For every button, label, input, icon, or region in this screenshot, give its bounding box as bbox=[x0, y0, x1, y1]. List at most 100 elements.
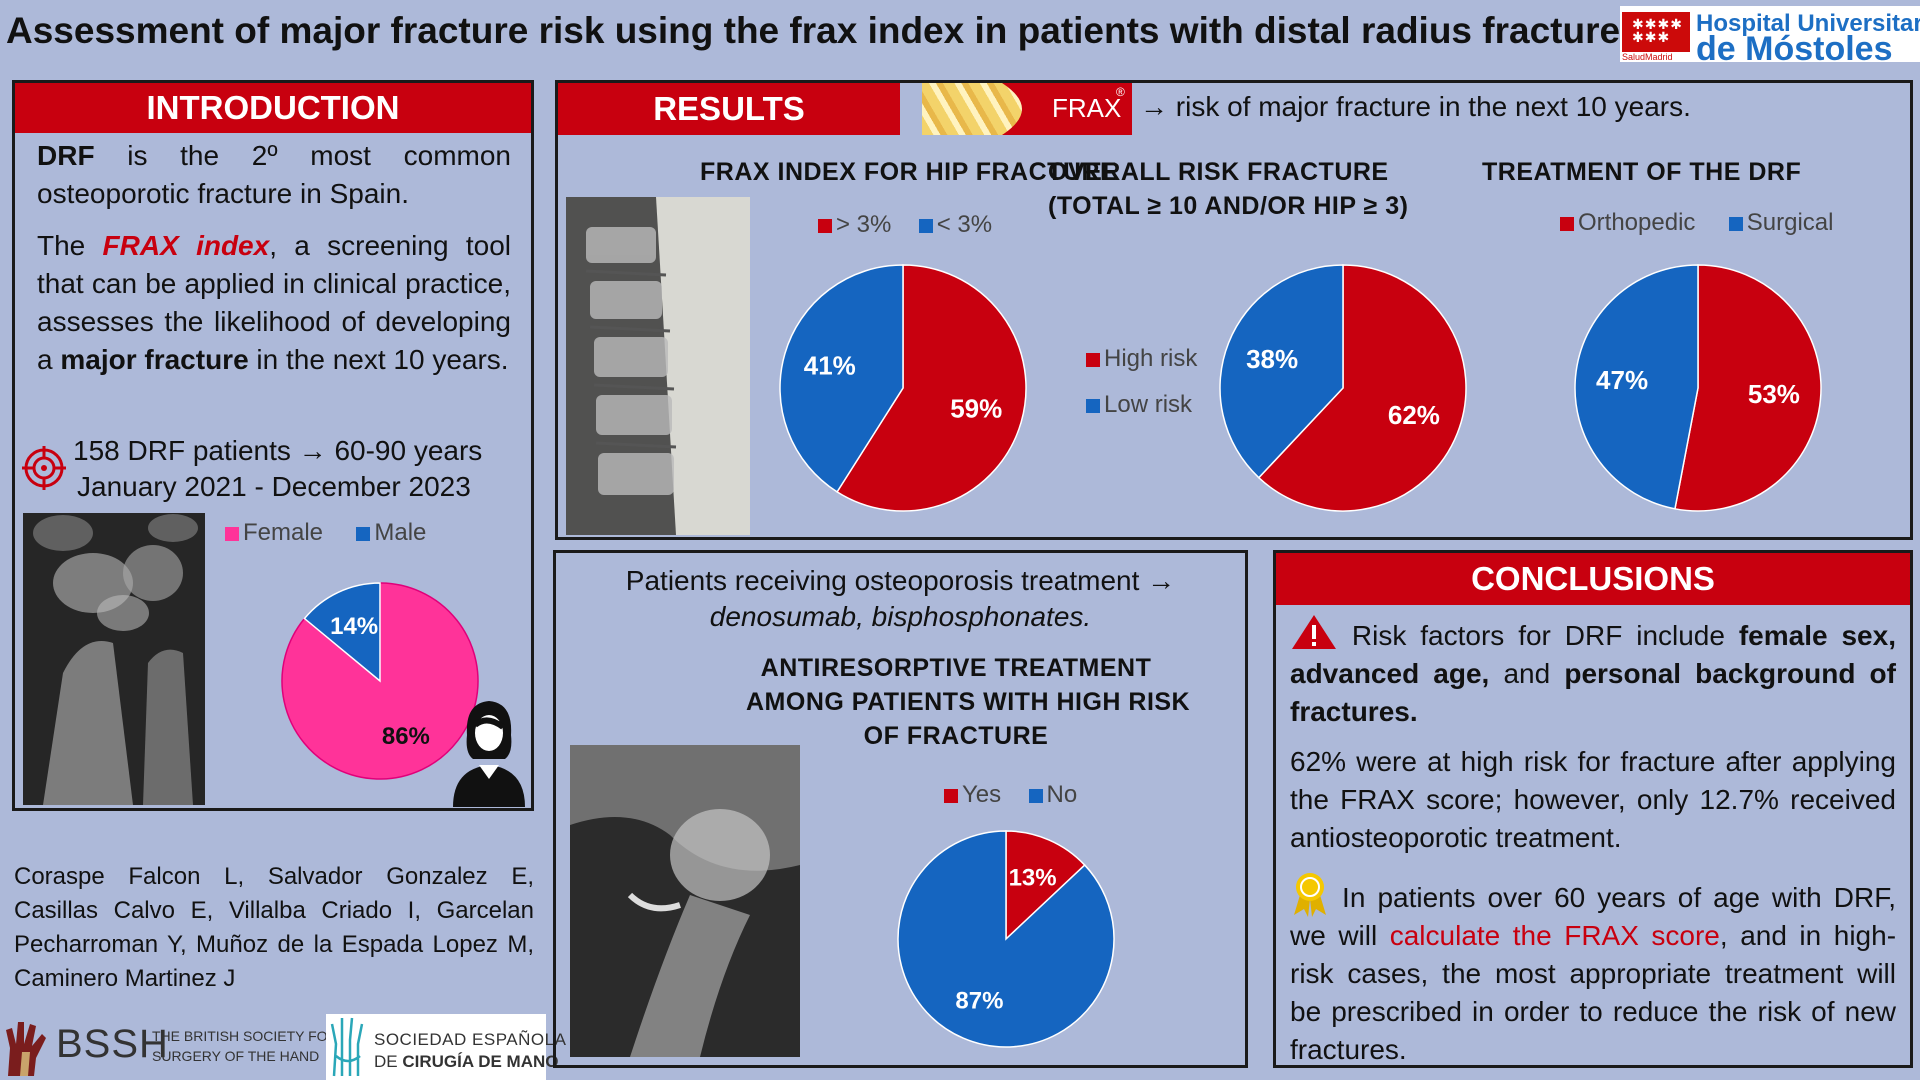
secm-line2-b: CIRUGÍA DE MANO bbox=[402, 1052, 559, 1071]
secm-hand-icon bbox=[330, 1017, 364, 1077]
hip-chart-title: FRAX INDEX FOR HIP FRACTURE bbox=[700, 158, 1118, 186]
legend-female: Female bbox=[243, 519, 324, 546]
pie-label-male: 14% bbox=[330, 613, 378, 640]
frax-logo: FRAX ® bbox=[922, 83, 1132, 135]
frax-logo-reg: ® bbox=[1116, 85, 1125, 99]
intro-paragraph-2: The FRAX index, a screening tool that ca… bbox=[37, 227, 511, 379]
bssh-line2: SURGERY OF THE HAND bbox=[152, 1048, 320, 1064]
overall-pie-chart: 62% 38% bbox=[1219, 264, 1467, 512]
results-heading: RESULTS bbox=[558, 83, 900, 135]
hospital-name-line1: Hospital Universitario bbox=[1696, 10, 1920, 37]
hospital-sub-label: SaludMadrid bbox=[1622, 52, 1673, 62]
pie-slice-no bbox=[897, 830, 1115, 1048]
conclusion-1-b: female sex, advanced age, bbox=[1290, 620, 1896, 689]
legend-no: No bbox=[1046, 781, 1078, 808]
frax-logo-bone-texture bbox=[922, 83, 1022, 135]
introduction-heading: INTRODUCTION bbox=[15, 83, 531, 133]
conclusion-2: 62% were at high risk for fracture after… bbox=[1290, 746, 1896, 853]
authors-list: Coraspe Falcon L, Salvador Gonzalez E, C… bbox=[14, 863, 534, 992]
target-icon bbox=[22, 446, 66, 490]
intro-p2-b: , a screening tool that can be applied i… bbox=[37, 230, 511, 375]
overall-legend-high: High risk bbox=[1086, 345, 1197, 373]
frax-logo-curve bbox=[1002, 83, 1042, 135]
conclusion-1-c: and bbox=[1489, 658, 1565, 689]
hip-pie-chart: 59% 41% bbox=[779, 264, 1027, 512]
legend-orthopedic: Orthopedic bbox=[1578, 209, 1696, 236]
overall-chart-title: OVERALL RISK FRACTURE bbox=[1048, 158, 1389, 186]
conclusions-panel: CONCLUSIONS Risk factors for DRF include… bbox=[1273, 550, 1913, 1068]
conclusion-1: Risk factors for DRF include female sex,… bbox=[1290, 613, 1896, 731]
frax-logo-text: FRAX bbox=[1052, 93, 1122, 123]
madrid-flag-icon: ✱✱✱✱ ✱✱✱ bbox=[1622, 12, 1690, 52]
legend-lt3: < 3% bbox=[936, 211, 993, 238]
frax-caption: → risk of major fracture in the next 10 … bbox=[1140, 91, 1691, 122]
antiresorptive-title-3: OF FRACTURE bbox=[863, 722, 1049, 750]
pie-slice-low-risk bbox=[1219, 264, 1344, 479]
introduction-panel: INTRODUCTION DRF is the 2º most common o… bbox=[12, 80, 534, 811]
legend-swatch-high-risk bbox=[1086, 352, 1100, 367]
pie-slice-male bbox=[303, 582, 381, 683]
secm-line2-a: DE bbox=[374, 1052, 403, 1071]
major-fracture-term: major fracture bbox=[60, 344, 249, 375]
pie-slice--3- bbox=[779, 264, 904, 493]
pie-label-high-risk: 62% bbox=[1388, 400, 1440, 430]
conclusion-3: In patients over 60 years of age with DR… bbox=[1290, 871, 1896, 1069]
osteoporosis-treatment-panel: Patients receiving osteoporosis treatmen… bbox=[553, 550, 1248, 1068]
conclusions-heading: CONCLUSIONS bbox=[1276, 553, 1910, 605]
intro-p1-text: is the 2º most common osteoporotic fract… bbox=[37, 140, 511, 209]
legend-high-risk: High risk bbox=[1104, 345, 1198, 372]
pie-label--3-: 41% bbox=[804, 351, 856, 381]
woman-avatar-icon bbox=[453, 701, 525, 807]
hand-logo-icon bbox=[6, 1022, 46, 1076]
treatment-line1: Patients receiving osteoporosis treatmen… bbox=[625, 565, 1176, 596]
legend-male: Male bbox=[374, 519, 427, 546]
pie-label-female: 86% bbox=[382, 723, 430, 750]
pie-label-no: 87% bbox=[955, 987, 1003, 1014]
overall-legend-low: Low risk bbox=[1086, 391, 1192, 419]
wrist-xray-image bbox=[23, 513, 205, 805]
legend-yes: Yes bbox=[962, 781, 1002, 808]
conclusion-1-a: Risk factors for DRF include bbox=[1338, 620, 1739, 651]
dates-line: January 2021 - December 2023 bbox=[77, 471, 471, 502]
conclusion-3-red: calculate the FRAX score bbox=[1389, 920, 1720, 951]
bssh-line1: THE BRITISH SOCIETY FOR bbox=[152, 1028, 338, 1044]
secm-line2: DE CIRUGÍA DE MANO bbox=[374, 1052, 559, 1072]
spine-xray-image bbox=[566, 197, 750, 535]
legend-swatch-no bbox=[1028, 788, 1043, 803]
legend-surgical: Surgical bbox=[1746, 209, 1834, 236]
legend-swatch-orthopedic bbox=[1560, 216, 1574, 231]
drf-term: DRF bbox=[37, 140, 95, 171]
legend-gt3: > 3% bbox=[836, 211, 892, 238]
poster-title: Assessment of major fracture risk using … bbox=[6, 10, 1732, 51]
patients-line: 158 DRF patients → 60-90 years bbox=[73, 435, 483, 466]
intro-paragraph-1: DRF is the 2º most common osteoporotic f… bbox=[37, 137, 511, 213]
pie-label-yes: 13% bbox=[1009, 865, 1057, 892]
treatment-pie-chart: 53% 47% bbox=[1574, 264, 1822, 512]
sex-pie-chart: 86% 14% bbox=[281, 582, 479, 780]
bssh-letters: BSSH bbox=[56, 1022, 169, 1066]
treatment-legend: Orthopedic Surgical bbox=[1560, 209, 1833, 237]
award-ribbon-icon bbox=[1294, 873, 1326, 917]
pie-slice-orthopedic bbox=[1674, 264, 1822, 512]
pie-label-orthopedic: 53% bbox=[1748, 379, 1800, 409]
conclusion-3-a: In patients over 60 years of age with DR… bbox=[1290, 882, 1896, 951]
intro-p2-c: in the next 10 years. bbox=[248, 344, 509, 375]
frax-index-term: FRAX index bbox=[102, 230, 270, 261]
pie-slice-high-risk bbox=[1257, 264, 1467, 512]
legend-swatch-female bbox=[225, 526, 239, 541]
secm-line1: SOCIEDAD ESPAÑOLA bbox=[374, 1030, 567, 1049]
warning-icon bbox=[1292, 615, 1336, 649]
bssh-logo: BSSH THE BRITISH SOCIETY FOR SURGERY OF … bbox=[0, 1016, 338, 1080]
secm-logo: SOCIEDAD ESPAÑOLA DE CIRUGÍA DE MANO bbox=[326, 1014, 566, 1080]
pie-slice-surgical bbox=[1574, 264, 1699, 510]
sex-legend: Female Male bbox=[225, 519, 426, 547]
conclusion-3-b: , and in high-risk cases, the most appro… bbox=[1290, 920, 1897, 1065]
hospital-name-line2: de Móstoles bbox=[1696, 30, 1893, 68]
treatment-line2: denosumab, bisphosphonates. bbox=[709, 601, 1092, 632]
pie-slice--3- bbox=[836, 264, 1027, 512]
legend-swatch-yes bbox=[944, 788, 958, 803]
pie-slice-yes bbox=[1005, 830, 1086, 941]
antiresorptive-title-1: ANTIRESORPTIVE TREATMENT bbox=[760, 654, 1152, 682]
treatment-chart-title: TREATMENT OF THE DRF bbox=[1482, 158, 1802, 186]
pie-label--3-: 59% bbox=[950, 393, 1002, 423]
